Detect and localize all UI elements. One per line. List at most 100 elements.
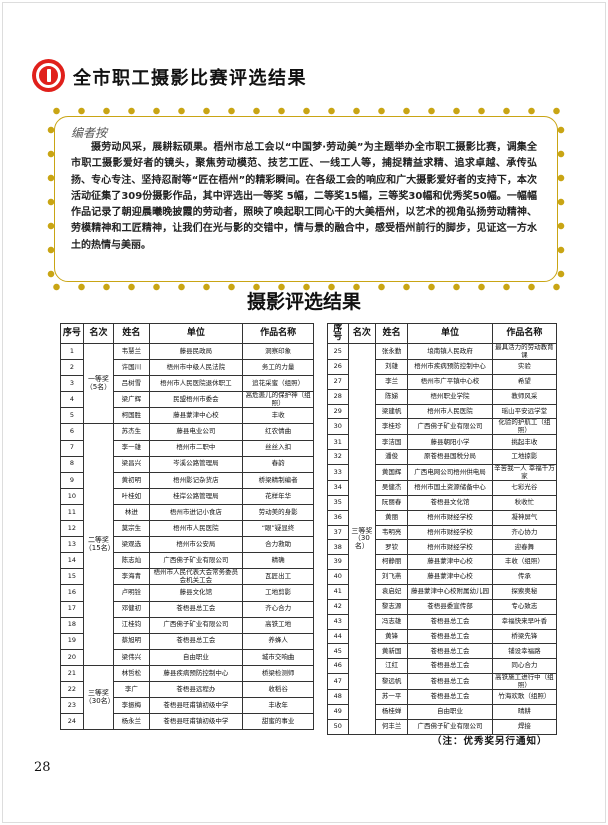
work-title: 化验的护航工（组照） xyxy=(491,418,558,436)
winner-name: 杨桂婵 xyxy=(375,703,409,720)
table-row: 20 梁伟兴 自由职业 城市交响曲 xyxy=(60,648,314,666)
row-number: 25 xyxy=(327,343,349,360)
column-header: 名次 xyxy=(82,323,115,344)
work-unit: 广西佛子矿业有限公司 xyxy=(407,418,493,436)
winner-name: 刘飞燕 xyxy=(375,569,409,585)
row-number: 37 xyxy=(327,524,349,541)
winner-name: 杨永兰 xyxy=(113,713,150,731)
work-title: 幸福快来早叶香 xyxy=(491,613,558,630)
work-title: 最具活力的劳动教育课 xyxy=(491,343,558,360)
work-title: 工地剪影 xyxy=(242,584,314,602)
winner-name: 叶桂如 xyxy=(113,487,150,505)
winner-name: 柯国胜 xyxy=(113,407,150,425)
winner-name: 李一雄 xyxy=(113,439,150,457)
winner-name: 许国川 xyxy=(113,359,150,377)
winner-name: 黄初明 xyxy=(113,471,150,489)
row-number: 40 xyxy=(327,569,349,585)
winner-name: 莫宗生 xyxy=(113,520,150,538)
table-row: 35 阮丽春 苍梧县文化馆 秋收忙 xyxy=(327,494,558,511)
table-row: 32 潘俊 原苍梧县国税分局 工地掠影 xyxy=(327,449,558,466)
work-title: 挑起丰收 xyxy=(491,434,558,451)
work-unit: 民盟梧州市委会 xyxy=(148,391,244,409)
winner-name: 冯志雄 xyxy=(375,613,409,630)
work-title: 精确 xyxy=(242,552,314,570)
work-unit: 苍梧县总工会 xyxy=(407,628,493,645)
row-number: 12 xyxy=(60,520,84,538)
winner-name: 陈志灿 xyxy=(113,552,150,570)
row-number: 39 xyxy=(327,554,349,571)
work-unit: 梧州市广平镇中心校 xyxy=(407,373,493,390)
work-title: 迎春舞 xyxy=(491,539,558,556)
row-number: 28 xyxy=(327,388,349,405)
work-unit: 广西电网公司梧州供电局 xyxy=(407,464,493,482)
work-unit: 梧州市财经学校 xyxy=(407,539,493,556)
work-title: 工地掠影 xyxy=(491,449,558,466)
work-unit: 梧州市人民代表大会常务委员会机关工会 xyxy=(148,568,244,586)
trade-union-logo xyxy=(32,59,65,92)
work-unit: 岑溪公路管理局 xyxy=(148,455,244,473)
winner-name: 刘雄 xyxy=(375,359,409,375)
work-title: 丝丝入扣 xyxy=(242,439,314,457)
row-number: 8 xyxy=(60,455,84,473)
table-row: 45 黄新国 苍梧县总工会 铺设幸福路 xyxy=(327,643,558,660)
work-title: 晴耕 xyxy=(491,703,558,720)
winner-name: 江桂钧 xyxy=(113,616,150,634)
table-row: 12 莫宗生 梧州市人民医院 “眼”疑显终 xyxy=(60,520,314,538)
footnote: （注：优秀奖另行通知） xyxy=(432,736,548,747)
table-row: 9 黄初明 梧州影记杂货店 桥梁精制编者 xyxy=(60,471,314,489)
row-number: 2 xyxy=(60,359,84,377)
work-unit: 藤县朝阳小学 xyxy=(407,434,493,451)
work-unit: 苍梧县总工会 xyxy=(148,600,244,618)
winner-name: 苏一平 xyxy=(375,689,409,705)
column-header: 作品名称 xyxy=(491,323,558,344)
table-row: 50 何丰兰 广西佛子矿业有限公司 焊接 xyxy=(327,718,558,735)
winner-name: 潘俊 xyxy=(375,449,409,466)
row-number: 13 xyxy=(60,536,84,554)
winner-name: 黄丽 xyxy=(375,509,409,526)
table-row: 15 李海青 梧州市人民代表大会常务委员会机关工会 瓦匠出工 xyxy=(60,568,314,586)
row-number: 20 xyxy=(60,648,84,666)
table-row: 14 陈志灿 广西佛子矿业有限公司 精确 xyxy=(60,552,314,570)
work-unit: 苍梧县总工会 xyxy=(407,673,493,691)
row-number: 32 xyxy=(327,449,349,466)
row-number: 34 xyxy=(327,480,349,496)
work-title: 收稻谷 xyxy=(242,680,314,699)
winner-name: 黎志源 xyxy=(375,598,409,615)
table-row: 43 冯志雄 苍梧县总工会 幸福快来早叶香 xyxy=(327,613,558,630)
work-unit: 藤县文化馆 xyxy=(148,584,244,602)
work-unit: 梧州市人民医院退休职工 xyxy=(148,375,244,393)
winner-name: 邓健初 xyxy=(113,600,150,618)
work-unit: 苍梧县文化馆 xyxy=(407,494,493,511)
work-unit: 梧州市进记小食店 xyxy=(148,503,244,522)
work-unit: 广西佛子矿业有限公司 xyxy=(148,616,244,634)
winner-name: 梁伟兴 xyxy=(113,648,150,666)
work-title: 洞察印象 xyxy=(242,342,314,361)
work-title: 追花采蜜（组照） xyxy=(242,375,314,393)
winner-name: 李洁国 xyxy=(375,434,409,451)
results-table-right: 序号 名次 姓名 单位 作品名称 25 三等奖 （30名） 张永勤 埌南镇人民政府 最具活力的劳动… xyxy=(327,323,558,735)
work-unit: 梧州市人民医院 xyxy=(407,403,493,420)
row-number: 15 xyxy=(60,568,84,586)
work-title: 高铁工地 xyxy=(242,616,314,634)
work-unit: 苍梧县旺甫镇初级中学 xyxy=(148,713,244,731)
work-title: 养蜂人 xyxy=(242,632,314,650)
row-number: 48 xyxy=(327,689,349,705)
work-title: 甜蜜的事业 xyxy=(242,713,314,731)
table-row: 42 黎志源 苍梧县委宣传部 专心致志 xyxy=(327,598,558,615)
table-row: 39 柯静丽 藤县蒙津中心校 丰收（组照） xyxy=(327,554,558,571)
award-rank: 一等奖 （5名） xyxy=(82,342,115,425)
table-row: 18 江桂钧 广西佛子矿业有限公司 高铁工地 xyxy=(60,616,314,634)
work-title: 城市交响曲 xyxy=(242,648,314,666)
winner-name: 卢明铨 xyxy=(113,584,150,602)
column-header: 单位 xyxy=(407,323,493,344)
table-row: 6 二等奖 （15名） 苏杰生 藤县电业公司 红农情曲 xyxy=(60,423,314,666)
work-title: 希望 xyxy=(491,373,558,390)
table-row: 28 陈娣 梧州职业学院 教师风采 xyxy=(327,388,558,405)
work-unit: 苍梧县委宣传部 xyxy=(407,598,493,615)
work-title: 同心合力 xyxy=(491,658,558,675)
work-unit: 苍梧县旺甫镇初级中学 xyxy=(148,697,244,715)
table-row: 46 江红 苍梧县总工会 同心合力 xyxy=(327,658,558,675)
table-row: 25 三等奖 （30名） 张永勤 埌南镇人民政府 最具活力的劳动教育课 xyxy=(327,343,558,735)
row-number: 16 xyxy=(60,584,84,602)
row-number: 4 xyxy=(60,391,84,409)
